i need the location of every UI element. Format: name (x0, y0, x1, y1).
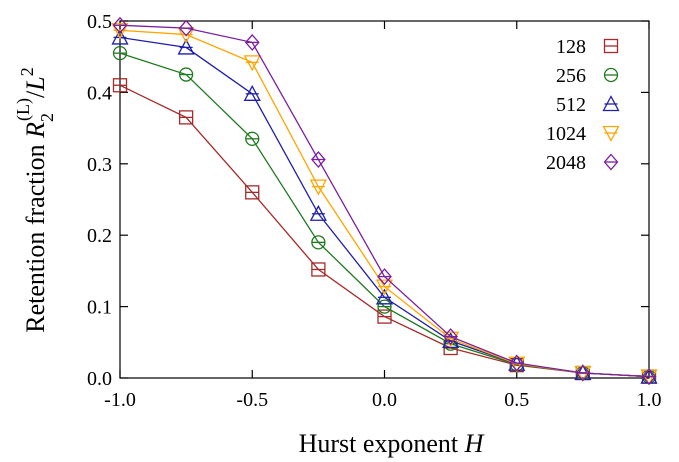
legend-label: 128 (556, 36, 586, 58)
legend-item-256: 256 (556, 65, 619, 87)
x-tick-label: -1.0 (104, 389, 136, 411)
legend-label: 512 (556, 94, 586, 116)
y-tick-label: 0.2 (87, 225, 112, 247)
x-tick-label: -0.5 (236, 389, 268, 411)
legend-item-1024: 1024 (546, 123, 620, 145)
x-tick-label: 0.0 (372, 389, 397, 411)
diamond-marker (244, 33, 260, 51)
legend-label: 1024 (546, 123, 586, 145)
y-tick-label: 0.3 (87, 154, 112, 176)
axes: -1.0 -0.5 0.0 0.5 1.0 0.0 0.1 0.2 0.3 0.4 0.5 (87, 11, 662, 411)
diamond-marker (641, 368, 657, 386)
legend-item-128: 128 (556, 36, 619, 58)
diamond-marker (377, 268, 392, 286)
x-tick-label: 1.0 (637, 389, 662, 411)
y-tick-label: 0.1 (87, 297, 112, 319)
diamond-marker (575, 364, 591, 382)
legend-label: 256 (556, 65, 586, 87)
diamond-marker (311, 151, 326, 169)
diamond-marker (509, 354, 525, 372)
legend-item-2048: 2048 (546, 152, 619, 174)
legend-item-512: 512 (556, 94, 620, 116)
y-tick-label: 0.0 (87, 368, 112, 390)
x-tick-label: 0.5 (504, 389, 529, 411)
y-tick-label: 0.5 (87, 11, 112, 33)
diamond-marker (443, 328, 458, 346)
legend: 128 256 512 1024 2048 (546, 36, 620, 174)
series-layer (111, 16, 658, 386)
diamond-marker (112, 16, 128, 34)
diamond-marker (178, 19, 194, 37)
diamond-marker (603, 153, 619, 171)
x-axis-title: Hurst exponent H (299, 429, 485, 458)
y-tick-label: 0.4 (87, 82, 112, 104)
series-2048 (112, 16, 657, 386)
y-axis-title: Retention fraction R2(L)/L2 (13, 67, 57, 333)
legend-label: 2048 (546, 152, 586, 174)
